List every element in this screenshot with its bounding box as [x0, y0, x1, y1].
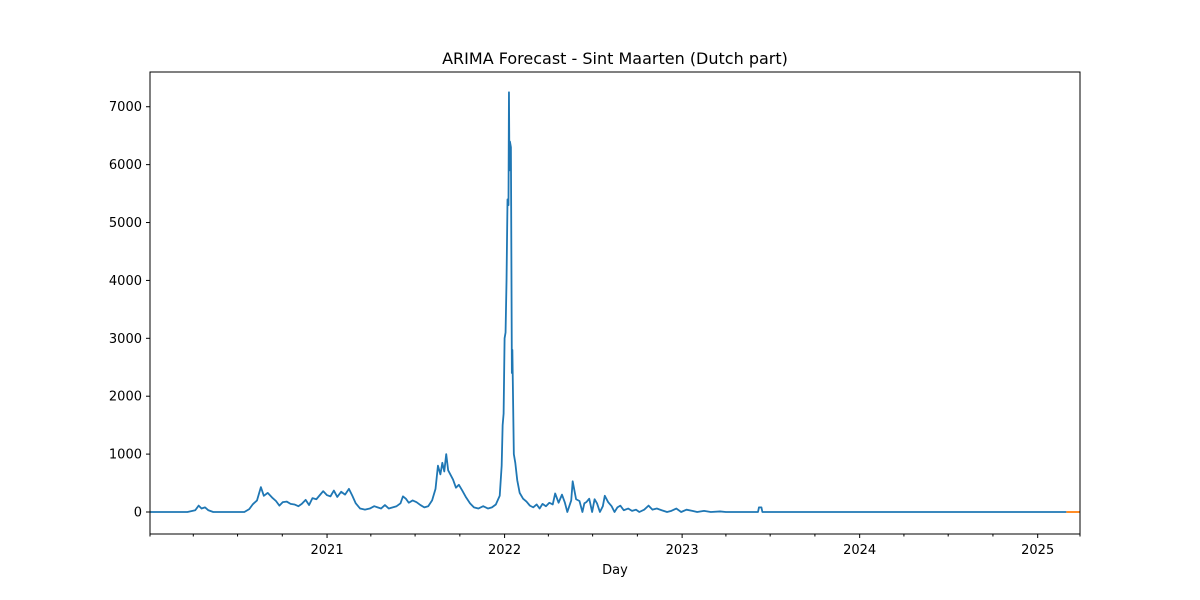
y-tick-label-7: 7000	[109, 100, 142, 115]
x-axis-label: Day	[602, 563, 628, 578]
x-tick-label-2: 2023	[666, 543, 699, 558]
y-tick-label-2: 2000	[109, 390, 142, 405]
y-tick-label-0: 0	[134, 506, 142, 521]
y-tick-label-6: 6000	[109, 158, 142, 173]
x-axis: 2021 2022 2023 2024 2025	[149, 534, 1081, 558]
series-layer	[150, 91, 1080, 513]
y-axis: 0 1000 2000 3000 4000 5000 6000 7000	[109, 100, 150, 521]
plot-area	[149, 71, 1081, 535]
plot-frame	[149, 71, 1081, 535]
y-tick-label-1: 1000	[109, 448, 142, 463]
x-tick-label-1: 2022	[488, 543, 521, 558]
x-tick-label-0: 2021	[311, 543, 344, 558]
y-tick-label-4: 4000	[109, 274, 142, 289]
chart-title: ARIMA Forecast - Sint Maarten (Dutch par…	[442, 49, 788, 68]
y-tick-label-5: 5000	[109, 216, 142, 231]
x-tick-label-3: 2024	[843, 543, 876, 558]
x-tick-label-4: 2025	[1021, 543, 1054, 558]
series-line-0	[150, 91, 1067, 513]
y-tick-label-3: 3000	[109, 332, 142, 347]
